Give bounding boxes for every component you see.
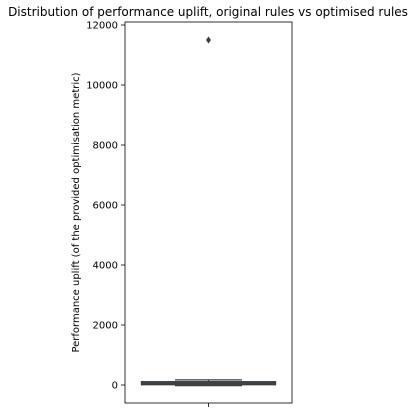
y-tick-label: 0 (112, 381, 118, 392)
y-tick-label: 8000 (93, 141, 118, 152)
y-tick-label: 2000 (93, 321, 118, 332)
box-series (140, 36, 277, 387)
outlier-point (206, 36, 211, 44)
y-axis-label: Performance uplift (of the provided opti… (71, 72, 82, 352)
chart-title: Distribution of performance uplift, orig… (8, 5, 408, 19)
y-tick-label: 4000 (93, 261, 118, 272)
plot-border (124, 21, 293, 404)
y-tick-label: 6000 (93, 201, 118, 212)
plot-frame (124, 21, 293, 404)
y-axis: 0 2000 4000 6000 8000 10000 12000 (86, 21, 125, 392)
y-tick-label: 10000 (86, 81, 118, 92)
y-tick-label: 12000 (86, 21, 118, 32)
